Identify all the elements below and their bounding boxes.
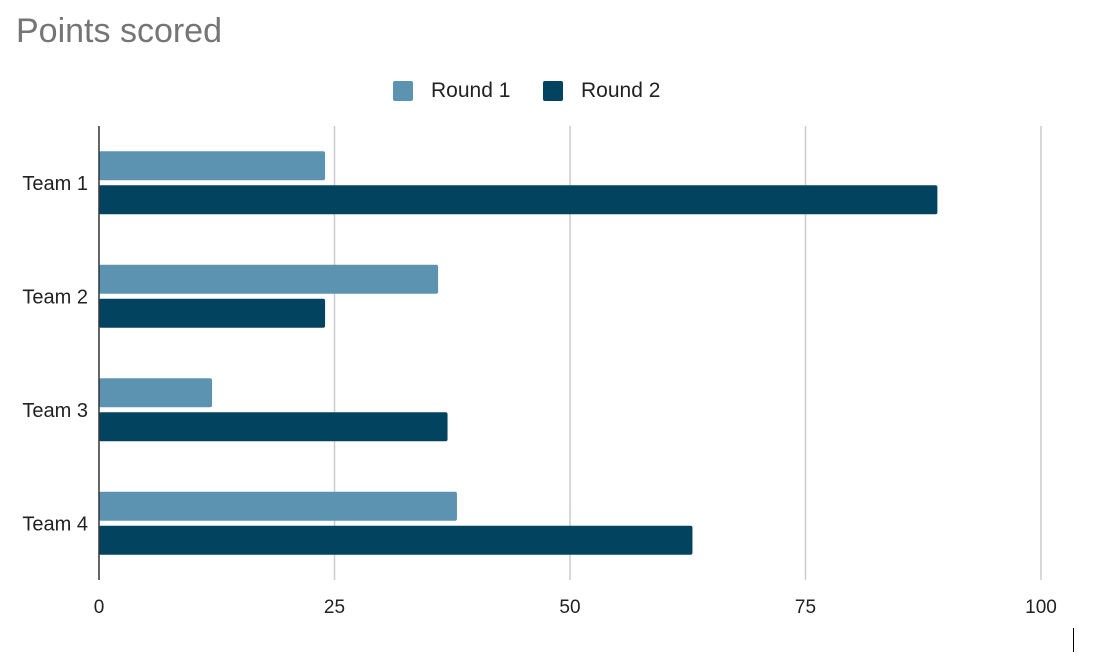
- bar-round-1-team-2: [99, 264, 439, 294]
- legend-swatch-round-1: [393, 81, 413, 101]
- legend-item-round-2[interactable]: Round 2: [543, 78, 660, 104]
- x-tick-label-25: 25: [324, 597, 345, 618]
- bar-round-1-team-1: [99, 151, 326, 181]
- x-tick-label-100: 100: [1025, 597, 1057, 618]
- x-tick-label-50: 50: [559, 597, 580, 618]
- y-tick-label-1: Team 1: [22, 173, 88, 195]
- legend-label-round-1: Round 1: [431, 79, 511, 102]
- bar-round-2-team-4: [99, 525, 693, 555]
- text-cursor: [1073, 628, 1074, 652]
- y-tick-label-2: Team 2: [22, 286, 88, 308]
- chart-title: Points scored: [16, 12, 222, 50]
- bar-round-2-team-1: [99, 185, 938, 215]
- y-tick-label-4: Team 4: [22, 513, 88, 535]
- bar-round-1-team-3: [99, 378, 213, 408]
- bar-round-2-team-2: [99, 298, 326, 328]
- legend-swatch-round-2: [543, 81, 563, 101]
- x-tick-label-0: 0: [94, 597, 105, 618]
- y-tick-label-3: Team 3: [22, 400, 88, 422]
- legend-item-round-1[interactable]: Round 1: [393, 78, 510, 104]
- x-tick-label-75: 75: [795, 597, 816, 618]
- legend-label-round-2: Round 2: [581, 79, 661, 102]
- legend: Round 1 Round 2: [0, 78, 1093, 104]
- bar-round-1-team-4: [99, 491, 457, 521]
- bar-round-2-team-3: [99, 412, 448, 442]
